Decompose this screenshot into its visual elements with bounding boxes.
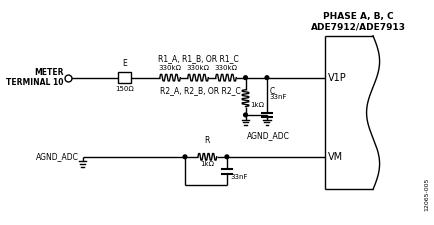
Bar — [118, 72, 131, 83]
Text: 330kΩ: 330kΩ — [158, 65, 181, 71]
Text: 1kΩ: 1kΩ — [200, 162, 214, 167]
Text: R: R — [204, 136, 210, 145]
Text: 1kΩ: 1kΩ — [250, 102, 263, 108]
Text: V1P: V1P — [328, 73, 346, 83]
Text: 12065-005: 12065-005 — [423, 178, 428, 211]
Text: 330kΩ: 330kΩ — [214, 65, 237, 71]
Text: 33nF: 33nF — [269, 94, 286, 100]
Text: VM: VM — [328, 152, 343, 162]
Circle shape — [243, 76, 247, 79]
Text: R2_A, R2_B, OR R2_C: R2_A, R2_B, OR R2_C — [160, 86, 240, 95]
Circle shape — [224, 155, 228, 159]
Circle shape — [183, 155, 187, 159]
Text: 33nF: 33nF — [230, 173, 247, 180]
Text: 330kΩ: 330kΩ — [186, 65, 209, 71]
Circle shape — [243, 113, 247, 117]
Circle shape — [264, 76, 268, 79]
Text: 150Ω: 150Ω — [115, 86, 134, 92]
Text: AGND_ADC: AGND_ADC — [36, 152, 79, 161]
Text: R1_A, R1_B, OR R1_C: R1_A, R1_B, OR R1_C — [157, 54, 238, 63]
Text: AGND_ADC: AGND_ADC — [247, 131, 289, 140]
Text: E: E — [122, 59, 127, 68]
Text: PHASE A, B, C
ADE7912/ADE7913: PHASE A, B, C ADE7912/ADE7913 — [310, 12, 405, 31]
Text: METER
TERMINAL 10: METER TERMINAL 10 — [7, 68, 64, 87]
Text: C: C — [269, 87, 274, 96]
